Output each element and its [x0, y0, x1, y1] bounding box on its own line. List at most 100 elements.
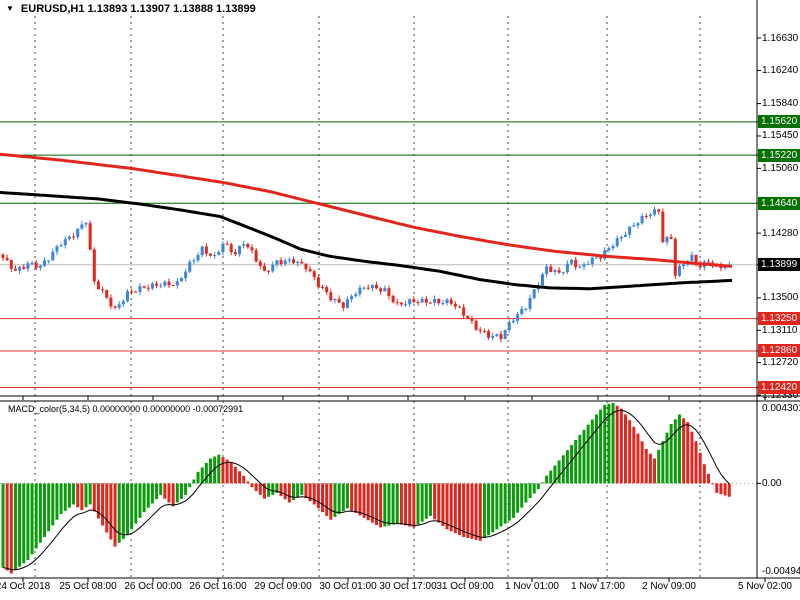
macd-histogram-bar — [130, 483, 134, 530]
candle-body — [503, 330, 507, 340]
candle-body — [545, 266, 549, 275]
macd-histogram-bar — [611, 402, 615, 484]
candle-body — [238, 245, 242, 255]
macd-histogram-bar — [503, 483, 507, 524]
candle-body — [499, 334, 503, 340]
candle-body — [209, 253, 212, 256]
candle-body — [279, 260, 283, 264]
macd-histogram-bar — [254, 483, 258, 492]
macd-histogram-bar — [532, 483, 536, 494]
macd-histogram-bar — [362, 483, 366, 518]
candle-body — [624, 234, 627, 237]
candle-body — [26, 263, 30, 269]
macd-histogram-bar — [653, 458, 657, 484]
price-tick-label: 1.16630 — [762, 32, 799, 44]
price-scale[interactable] — [757, 0, 800, 578]
candle-body — [34, 262, 38, 268]
macd-histogram-bar — [723, 483, 727, 496]
macd-histogram-bar — [416, 483, 420, 525]
macd-histogram-bar — [96, 483, 100, 519]
support-price-badge: 1.12420 — [758, 381, 800, 395]
candle-body — [38, 265, 42, 268]
macd-histogram-bar — [607, 403, 611, 484]
macd-scale-max-label: 0.0043011 — [762, 403, 800, 414]
macd-histogram-bar — [665, 432, 669, 484]
price-tick-label: 1.12720 — [762, 357, 799, 369]
symbol-dropdown-icon: ▼ — [6, 4, 14, 13]
macd-histogram-bar — [391, 483, 395, 525]
candle-body — [640, 215, 644, 224]
candle-body — [304, 263, 308, 270]
macd-histogram-bar — [437, 483, 441, 523]
macd-histogram-bar — [474, 483, 478, 540]
macd-histogram-bar — [258, 483, 262, 495]
macd-histogram-bar — [487, 483, 491, 536]
candle-body — [520, 308, 524, 315]
macd-histogram-bar — [574, 439, 578, 484]
candle-body — [424, 298, 428, 303]
candle-body — [184, 271, 188, 279]
time-axis-label: 26 Oct 00:00 — [124, 581, 182, 592]
macd-histogram-bar — [603, 404, 607, 484]
candle-body — [516, 314, 520, 321]
time-axis-label: 29 Oct 09:00 — [254, 581, 312, 592]
macd-histogram-bar — [428, 483, 432, 516]
candle-body — [653, 209, 657, 215]
candle-body — [341, 302, 345, 308]
candle-body — [412, 299, 416, 302]
candle-body — [362, 287, 366, 289]
macd-histogram-bar — [117, 483, 121, 543]
macd-histogram-bar — [63, 483, 67, 511]
macd-histogram-bar — [408, 483, 412, 527]
candle-body — [487, 331, 491, 338]
macd-histogram-bar — [586, 424, 590, 484]
candle-body — [474, 320, 478, 330]
candle-body — [287, 259, 291, 261]
candle-body — [1, 254, 5, 258]
macd-histogram-bar — [458, 483, 461, 536]
macd-histogram-bar — [329, 483, 333, 520]
candle-body — [51, 251, 55, 261]
macd-histogram-bar — [146, 483, 150, 508]
candle-body — [175, 281, 179, 286]
candle-body — [478, 329, 482, 331]
macd-histogram-bar — [632, 426, 636, 484]
macd-histogram-bar — [51, 483, 55, 526]
time-axis-label: 26 Oct 16:00 — [189, 581, 247, 592]
macd-histogram-bar — [636, 433, 640, 484]
macd-histogram-bar — [84, 483, 88, 508]
candle-body — [233, 252, 237, 255]
price-tick-label: 1.16240 — [762, 64, 799, 76]
support-price-badge: 1.12860 — [758, 344, 800, 358]
macd-histogram-bar — [715, 483, 719, 493]
candle-body — [665, 236, 669, 243]
macd-histogram-bar — [669, 424, 673, 484]
candle-body — [283, 260, 287, 264]
macd-histogram-bar — [155, 483, 159, 500]
macd-histogram-bar — [188, 483, 192, 488]
macd-histogram-bar — [126, 483, 129, 536]
macd-histogram-bar — [167, 483, 171, 503]
macd-histogram-bar — [92, 483, 96, 512]
candle-body — [350, 296, 354, 300]
resistance-price-badge: 1.15220 — [758, 148, 800, 162]
macd-histogram-bar — [217, 454, 221, 484]
time-axis-label: 24 Oct 2018 — [0, 581, 51, 592]
macd-histogram-bar — [55, 483, 59, 520]
macd-histogram-bar — [22, 483, 26, 564]
time-axis-label: 1 Nov 17:00 — [571, 581, 625, 592]
macd-histogram-bar — [138, 483, 142, 518]
candle-body — [329, 292, 333, 301]
macd-histogram-bar — [76, 483, 80, 508]
candle-body — [105, 290, 109, 298]
macd-histogram-bar — [565, 450, 569, 484]
macd-scale-zero-label: 0.00 — [762, 477, 782, 489]
macd-histogram-bar — [262, 483, 266, 499]
candle-body — [258, 261, 262, 266]
candle-body — [416, 301, 420, 303]
macd-scale-min-label: -0.0049412 — [762, 566, 800, 577]
macd-histogram-bar — [420, 483, 424, 522]
macd-histogram-bar — [204, 462, 208, 484]
macd-histogram-bar — [449, 483, 453, 532]
